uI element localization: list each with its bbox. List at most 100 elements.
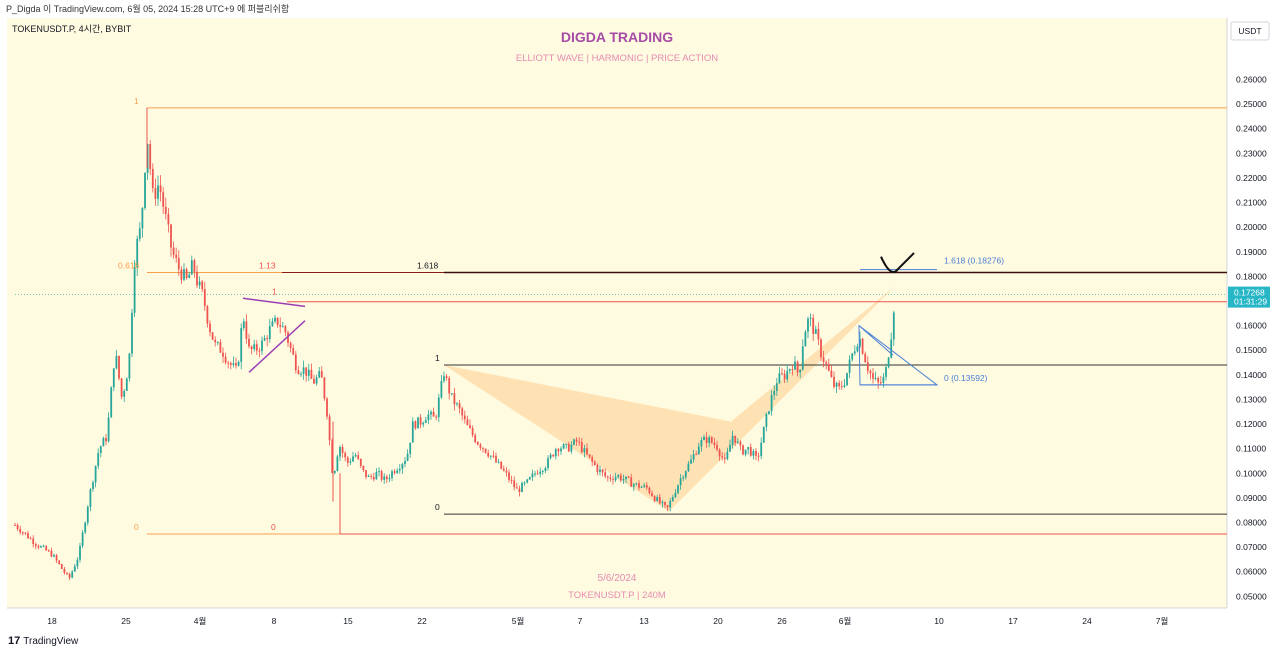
candle-body <box>567 443 570 452</box>
candle-body <box>703 436 705 440</box>
candle-body <box>37 545 40 548</box>
candle-body <box>154 188 157 199</box>
candle-body <box>97 453 100 466</box>
candle-body <box>635 483 638 485</box>
candle-body <box>175 254 178 259</box>
candle-body <box>300 373 302 375</box>
candle-body <box>622 479 625 481</box>
chart-title: DIGDA TRADING <box>561 29 673 45</box>
candle-body <box>677 485 679 493</box>
candle-body <box>71 571 74 578</box>
ext-label-1618-value: 1.618 (0.18276) <box>944 256 1004 266</box>
candle-body <box>76 559 79 567</box>
candle-body <box>141 207 144 229</box>
candle-body <box>497 461 500 463</box>
candle-body <box>149 144 152 169</box>
candle-body <box>476 442 479 445</box>
candle-body <box>112 368 115 388</box>
candle-body <box>812 317 815 334</box>
candle-body <box>463 415 466 420</box>
candle-body <box>510 479 513 481</box>
candle-body <box>778 373 781 384</box>
candle-body <box>755 451 757 456</box>
candle-body <box>458 403 461 409</box>
harmonic-pattern-fill <box>444 364 731 512</box>
price-tick-label: 0.18000 <box>1236 271 1267 281</box>
currency-button[interactable] <box>1230 21 1270 41</box>
candle-body <box>258 350 261 352</box>
candle-body <box>242 321 245 328</box>
candle-body <box>435 416 438 418</box>
candle-body <box>209 323 211 333</box>
candle-body <box>53 555 55 557</box>
candle-body <box>479 444 482 448</box>
candle-body <box>645 485 648 488</box>
candle-body <box>617 475 620 477</box>
candle-body <box>157 185 159 199</box>
symbol-label[interactable]: TOKENUSDT.P, 4시간, BYBIT <box>12 24 132 34</box>
candle-body <box>833 376 835 387</box>
candle-body <box>484 448 487 453</box>
candle-body <box>794 361 796 370</box>
candle-body <box>24 532 27 534</box>
fib-label-0-b: 0 <box>271 522 276 532</box>
candle-body <box>827 363 830 371</box>
candle-body <box>248 338 250 347</box>
candle-body <box>731 435 734 445</box>
candle-body <box>398 468 401 471</box>
candle-body <box>167 214 170 225</box>
candle-body <box>671 497 674 501</box>
tradingview-logo-mark: 17 <box>8 635 21 647</box>
candle-body <box>125 378 128 391</box>
candle-body <box>495 455 497 463</box>
candle-body <box>216 342 219 344</box>
chart-area[interactable]: 1 0.618 0 0 1.13 1.618 1 0 1 1.618 (0.18276) 0 (0.… <box>0 18 1280 630</box>
tradingview-logo[interactable]: 17 TradingView <box>8 635 78 647</box>
candle-body <box>32 538 35 545</box>
candle-body <box>235 363 237 366</box>
price-tick-label: 0.21000 <box>1236 198 1267 208</box>
candle-body <box>885 367 887 377</box>
candle-body <box>742 445 744 455</box>
candle-body <box>554 449 557 457</box>
time-axis-panel <box>7 608 1227 630</box>
candle-body <box>323 377 326 399</box>
candle-body <box>612 479 614 481</box>
candle-body <box>679 478 682 486</box>
candle-body <box>29 538 32 540</box>
checkmark-drawing <box>880 252 915 273</box>
candle-body <box>716 444 718 450</box>
candle-body <box>687 463 690 472</box>
candle-body <box>359 458 362 466</box>
candle-body <box>362 465 365 471</box>
candle-body <box>552 454 555 457</box>
candle-body <box>757 455 760 457</box>
candle-body <box>333 470 336 473</box>
candle-body <box>690 459 692 464</box>
price-tick-label: 0.20000 <box>1236 222 1267 232</box>
candle-body <box>872 373 874 379</box>
candle-body <box>505 470 508 473</box>
candle-body <box>313 378 315 384</box>
candle-body <box>814 329 817 334</box>
candle-body <box>232 363 235 365</box>
candle-body <box>357 455 360 459</box>
price-tick-label: 0.08000 <box>1236 517 1267 527</box>
candle-body <box>768 411 770 414</box>
candle-body <box>123 390 126 397</box>
candle-body <box>385 476 388 480</box>
candle-body <box>492 455 495 457</box>
candle-body <box>307 369 310 376</box>
candle-body <box>549 454 552 459</box>
candle-body <box>877 377 880 383</box>
candle-body <box>409 442 412 454</box>
candle-body <box>318 371 321 378</box>
candle-body <box>422 422 425 425</box>
candle-body <box>469 425 471 429</box>
candle-body <box>310 369 313 379</box>
candle-body <box>718 449 721 457</box>
candle-body <box>115 355 118 369</box>
candle-body <box>14 524 16 526</box>
candle-body <box>107 417 110 442</box>
